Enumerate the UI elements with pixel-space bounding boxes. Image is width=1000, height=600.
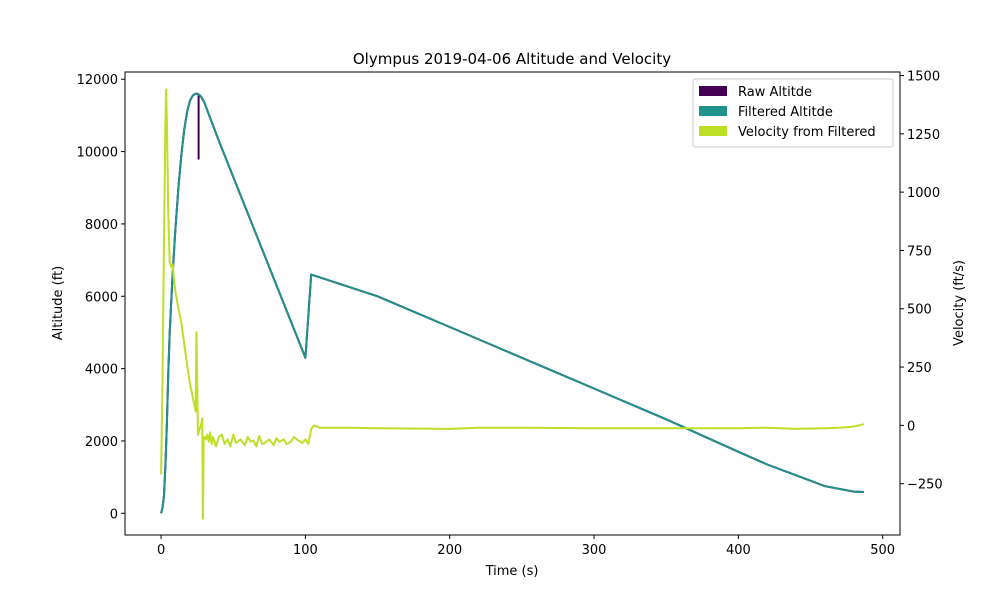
y-left-tick-label: 4000 (85, 363, 118, 378)
series-line-2 (160, 88, 865, 520)
x-tick-label: 500 (870, 543, 895, 558)
legend-label: Raw Altitde (738, 85, 812, 100)
y-left-tick-label: 8000 (85, 218, 118, 233)
legend-label: Filtered Altitde (738, 105, 833, 120)
y-right-tick-label: 1250 (907, 128, 940, 143)
x-tick-label: 300 (582, 543, 607, 558)
series-line-0 (160, 92, 864, 514)
legend-label: Velocity from Filtered (738, 125, 876, 140)
y-left-tick-label: 2000 (85, 435, 118, 450)
y-left-axis-label: Altitude (ft) (51, 266, 66, 341)
y-left-tick-label: 10000 (77, 146, 118, 161)
x-tick-label: 100 (293, 543, 318, 558)
plot-series (160, 88, 865, 520)
x-axis-ticks: 0 100 200 300 400 500 (157, 535, 895, 558)
y-right-tick-label: 1000 (907, 186, 940, 201)
y-left-tick-label: 0 (110, 507, 118, 522)
x-axis-label: Time (s) (485, 564, 539, 579)
y-right-tick-label: 1500 (907, 69, 940, 84)
legend-swatch (699, 86, 727, 96)
series-line-1 (160, 92, 864, 514)
y-left-tick-label: 12000 (77, 73, 118, 88)
y-right-axis-label: Velocity (ft/s) (952, 260, 967, 346)
y-left-axis-ticks: 0 2000 4000 6000 8000 10000 12000 (77, 73, 125, 522)
plot-frame (124, 71, 901, 536)
y-right-tick-label: 750 (907, 244, 932, 259)
legend-swatch (699, 106, 727, 116)
y-right-tick-label: 250 (907, 361, 932, 376)
x-tick-label: 400 (726, 543, 751, 558)
x-tick-label: 0 (157, 543, 165, 558)
chart-title: Olympus 2019-04-06 Altitude and Velocity (353, 50, 671, 68)
legend-frame (692, 78, 894, 148)
legend: Raw Altitde Filtered Altitde Velocity from… (692, 78, 894, 148)
y-right-tick-label: 0 (907, 419, 915, 434)
y-right-tick-label: 500 (907, 303, 932, 318)
y-right-tick-label: −250 (907, 478, 943, 493)
legend-swatch (699, 126, 727, 136)
y-left-tick-label: 6000 (85, 290, 118, 305)
x-tick-label: 200 (437, 543, 462, 558)
y-right-axis-ticks: −250 0 250 500 750 1000 1250 1500 (900, 69, 943, 493)
